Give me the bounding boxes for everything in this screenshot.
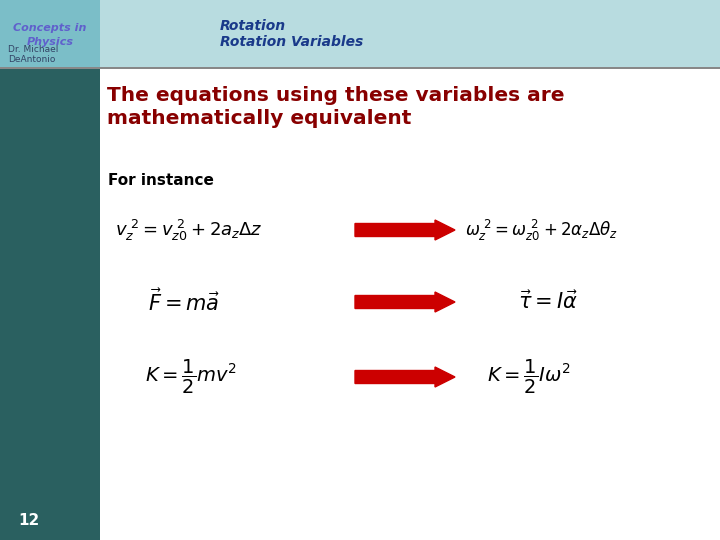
Text: Rotation Variables: Rotation Variables (220, 35, 364, 49)
FancyArrow shape (355, 292, 455, 312)
Text: Physics: Physics (27, 37, 73, 47)
Text: $v_z^{\ 2} = v_{z0}^{\ 2} + 2a_z \Delta z$: $v_z^{\ 2} = v_{z0}^{\ 2} + 2a_z \Delta … (115, 218, 263, 242)
Text: For instance: For instance (108, 173, 214, 188)
Text: The equations using these variables are
mathematically equivalent: The equations using these variables are … (107, 86, 564, 128)
FancyArrow shape (355, 367, 455, 387)
FancyArrow shape (355, 220, 455, 240)
Bar (100, 0, 720, 68)
Bar (0, 0, 100, 540)
Bar (100, 68, 720, 540)
Text: Dr. Michael: Dr. Michael (8, 45, 58, 55)
Bar (0, 67, 720, 69)
Text: $\omega_z^{\ 2} = \omega_{z0}^{\ 2} + 2\alpha_z \Delta\theta_z$: $\omega_z^{\ 2} = \omega_{z0}^{\ 2} + 2\… (465, 218, 618, 242)
Text: Concepts in: Concepts in (13, 23, 86, 33)
Text: $\vec{\tau} = I\vec{\alpha}$: $\vec{\tau} = I\vec{\alpha}$ (518, 291, 578, 313)
Text: Rotation: Rotation (220, 19, 286, 33)
Text: $K = \dfrac{1}{2}mv^2$: $K = \dfrac{1}{2}mv^2$ (145, 358, 238, 396)
Bar (0, 0, 100, 68)
Text: DeAntonio: DeAntonio (8, 56, 55, 64)
Text: $\vec{F} = m\vec{a}$: $\vec{F} = m\vec{a}$ (148, 288, 220, 315)
Text: $K = \dfrac{1}{2}I\omega^2$: $K = \dfrac{1}{2}I\omega^2$ (487, 358, 571, 396)
Text: 12: 12 (18, 513, 40, 528)
